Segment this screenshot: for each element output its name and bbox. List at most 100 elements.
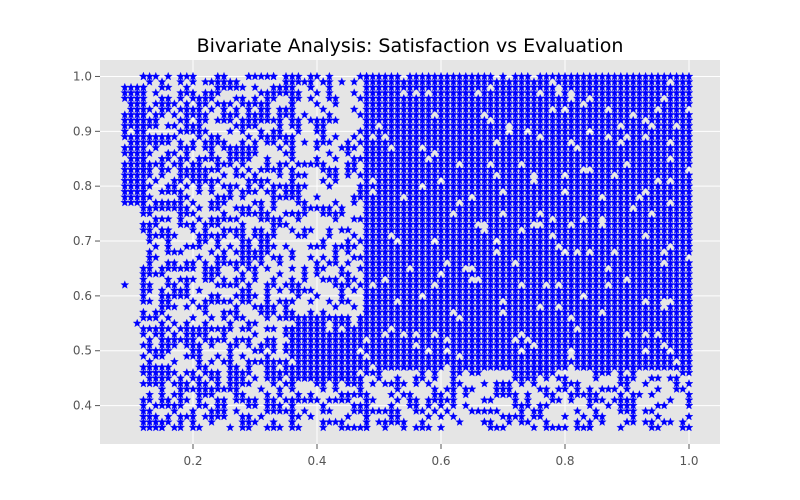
data-point xyxy=(176,400,185,410)
data-point xyxy=(442,208,452,218)
data-point xyxy=(269,340,278,349)
data-point xyxy=(176,214,185,223)
data-point xyxy=(201,115,210,125)
data-point xyxy=(498,121,508,130)
data-point xyxy=(194,252,204,262)
data-point xyxy=(554,104,564,114)
data-point xyxy=(659,77,669,86)
data-point xyxy=(151,219,161,229)
data-point xyxy=(139,400,148,410)
data-point xyxy=(275,258,285,267)
data-point xyxy=(263,176,272,185)
data-point xyxy=(244,258,254,267)
data-point xyxy=(182,379,192,388)
data-point xyxy=(269,198,278,207)
data-point xyxy=(566,247,576,256)
data-point xyxy=(517,335,526,344)
chart-title: Bivariate Analysis: Satisfaction vs Eval… xyxy=(197,35,624,57)
data-point xyxy=(163,214,173,223)
data-point xyxy=(362,132,371,141)
data-point xyxy=(529,422,539,432)
data-point xyxy=(331,132,340,141)
data-point xyxy=(225,99,235,108)
data-point xyxy=(225,241,235,251)
data-point xyxy=(628,362,638,371)
data-point xyxy=(349,159,359,168)
data-point xyxy=(250,187,260,196)
data-point xyxy=(449,411,458,421)
data-point xyxy=(684,357,694,366)
data-point xyxy=(349,104,359,114)
data-point xyxy=(287,99,297,108)
data-point xyxy=(207,148,216,157)
data-point xyxy=(238,170,247,179)
data-point xyxy=(176,77,185,86)
data-point xyxy=(659,176,669,185)
data-point xyxy=(139,82,148,92)
data-point xyxy=(610,384,619,393)
data-point xyxy=(244,154,254,163)
data-point xyxy=(678,384,688,393)
data-point xyxy=(393,329,402,339)
data-point xyxy=(418,417,427,426)
data-point xyxy=(436,400,446,410)
data-point xyxy=(213,368,223,377)
data-point xyxy=(318,121,328,130)
data-point xyxy=(548,368,557,377)
data-point xyxy=(542,214,551,223)
data-point xyxy=(232,362,241,371)
data-point xyxy=(548,390,557,399)
data-point xyxy=(207,390,216,399)
data-point xyxy=(256,126,266,136)
data-point xyxy=(281,357,291,366)
data-point xyxy=(554,395,564,404)
data-point xyxy=(349,285,359,295)
data-point xyxy=(628,411,638,421)
data-point xyxy=(337,203,347,212)
data-point xyxy=(182,203,192,212)
data-point xyxy=(232,280,241,289)
data-point xyxy=(139,110,148,119)
data-point xyxy=(170,148,179,157)
data-point xyxy=(201,225,210,234)
data-point xyxy=(201,258,210,267)
data-point xyxy=(622,384,632,393)
data-point xyxy=(387,406,396,415)
data-point xyxy=(684,318,694,328)
x-tick-label: 0.6 xyxy=(431,454,450,468)
data-point xyxy=(145,296,154,306)
data-point xyxy=(306,225,316,234)
data-point xyxy=(641,121,650,130)
data-point xyxy=(145,225,154,234)
data-point xyxy=(232,214,241,223)
data-point xyxy=(659,346,669,355)
data-point xyxy=(411,395,421,404)
data-point xyxy=(188,368,198,377)
data-point xyxy=(225,324,235,333)
data-point xyxy=(244,280,254,289)
data-point xyxy=(151,252,161,262)
data-point xyxy=(449,351,458,360)
data-point xyxy=(356,379,365,388)
data-point xyxy=(684,302,694,311)
data-point xyxy=(343,411,353,421)
data-point xyxy=(225,115,235,125)
data-point xyxy=(597,411,607,421)
data-point xyxy=(523,170,533,179)
data-point xyxy=(300,170,309,179)
data-point xyxy=(225,192,235,201)
data-point xyxy=(436,335,446,344)
data-point xyxy=(542,362,551,371)
data-point xyxy=(424,236,433,245)
data-point xyxy=(269,417,278,426)
data-point xyxy=(194,340,204,349)
data-point xyxy=(616,368,626,377)
data-point xyxy=(269,71,278,81)
data-point xyxy=(176,417,185,426)
data-point xyxy=(523,400,533,410)
data-point xyxy=(684,307,694,317)
data-point xyxy=(163,137,173,147)
data-point xyxy=(430,176,440,185)
data-point xyxy=(120,280,130,289)
data-point xyxy=(331,379,340,388)
